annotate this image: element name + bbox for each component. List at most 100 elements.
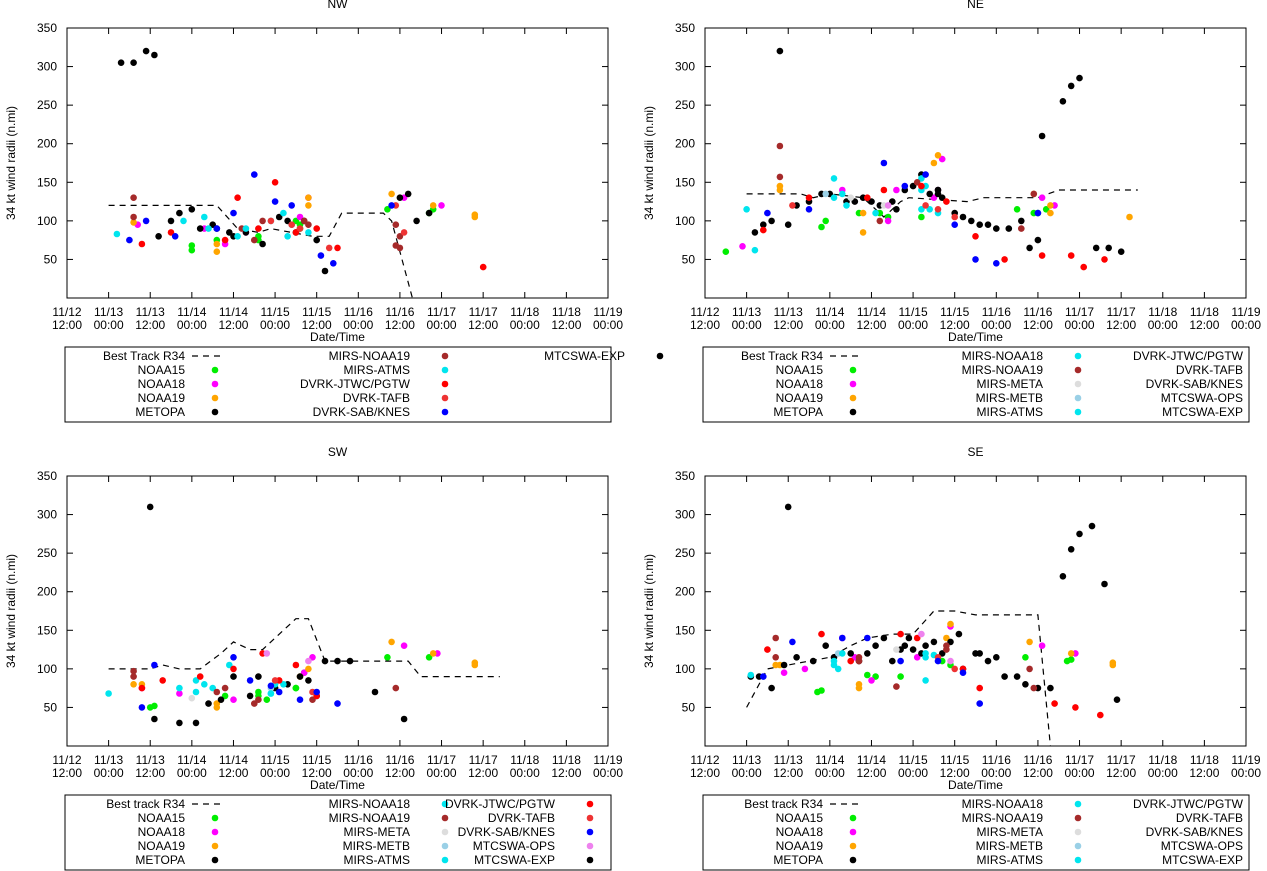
legend-marker	[1074, 408, 1082, 416]
legend-label: DVRK-SAB/KNES	[458, 825, 555, 839]
data-point-metopa	[751, 229, 759, 236]
data-point-dvrk-sab-knes	[934, 657, 942, 665]
x-tick-time: 12:00	[1189, 318, 1219, 332]
data-point-metopa	[305, 677, 312, 684]
data-point-dvrk-sab-knes	[1034, 209, 1042, 217]
data-point-metopa	[151, 715, 158, 723]
data-point-dvrk-jtwc-pgtw	[221, 236, 229, 244]
data-point-metopa	[1067, 82, 1075, 90]
legend-marker	[849, 828, 857, 836]
y-tick-label: 50	[682, 700, 696, 714]
data-point-noaa19	[1109, 659, 1117, 666]
x-tick-date: 11/16	[1023, 753, 1052, 767]
data-point-dvrk-jtwc-pgtw	[1001, 256, 1008, 263]
data-point-metopa	[889, 198, 896, 205]
data-point-noaa15	[722, 248, 730, 255]
legend-label: MIRS-ATMS	[344, 853, 410, 867]
legend-label: DVRK-JTWC/PGTW	[1133, 797, 1244, 811]
y-tick-label: 100	[37, 662, 57, 676]
legend-marker	[656, 352, 664, 360]
data-point-mirs-noaa19	[396, 233, 404, 240]
data-point-metopa	[176, 719, 183, 727]
data-point-dvrk-jtwc-pgtw	[1101, 256, 1108, 263]
x-tick-date: 11/18	[1148, 753, 1177, 767]
y-tick-label: 250	[675, 98, 695, 112]
chart-title: NW	[328, 0, 349, 11]
legend-label: DVRK-JTWC/PGTW	[300, 377, 411, 391]
y-tick-label: 350	[675, 469, 695, 483]
data-point-dvrk-jtwc-pgtw	[1051, 700, 1058, 707]
x-tick-time: 12:00	[940, 766, 970, 780]
legend-box	[702, 794, 1250, 871]
x-tick-time: 12:00	[468, 318, 498, 332]
data-point-dvrk-sab-knes	[251, 171, 258, 178]
data-point-metopa	[1005, 225, 1013, 232]
data-point-dvrk-tafb	[922, 202, 929, 209]
y-tick-label: 300	[37, 60, 57, 74]
legend-label: MTCSWA-EXP	[1162, 405, 1243, 419]
x-tick-time: 12:00	[385, 766, 415, 780]
y-tick-label: 200	[37, 585, 57, 599]
data-point-metopa	[872, 642, 879, 649]
chart-panel-ne: NE5010015020025030035011/1212:0011/1300:…	[642, 0, 1261, 423]
x-axis-label: Date/Time	[310, 330, 365, 344]
legend-label: MIRS-ATMS	[344, 363, 410, 377]
data-point-mirs-atms	[226, 661, 233, 669]
data-point-mirs-noaa18	[743, 206, 750, 213]
x-tick-time: 12:00	[1023, 766, 1053, 780]
data-point-metopa	[1092, 244, 1100, 252]
x-tick-time: 00:00	[732, 318, 762, 332]
data-point-dvrk-sab-knes	[976, 700, 983, 707]
legend-marker	[849, 394, 857, 402]
data-point-mirs-noaa18	[918, 206, 925, 213]
data-point-mirs-atms	[267, 690, 275, 697]
data-point-metopa	[1076, 530, 1083, 538]
data-point-dvrk-jtwc-pgtw	[1067, 252, 1075, 259]
chart-title: SW	[328, 445, 348, 459]
x-tick-date: 11/16	[385, 305, 414, 319]
x-tick-date: 11/12	[690, 753, 719, 767]
data-point-metopa	[784, 221, 792, 228]
legend-label: MTCSWA-EXP	[474, 853, 555, 867]
x-tick-time: 12:00	[1023, 318, 1053, 332]
legend-label: NOAA18	[776, 377, 824, 391]
data-point-mirs-noaa19	[130, 667, 137, 675]
x-tick-date: 11/13	[136, 753, 165, 767]
data-point-noaa19	[471, 211, 479, 218]
legend-label: DVRK-SAB/KNES	[1146, 377, 1243, 391]
data-point-noaa18	[438, 202, 445, 209]
data-point-metopa	[205, 700, 212, 707]
data-point-noaa19	[934, 152, 942, 159]
data-point-dvrk-jtwc-pgtw	[138, 684, 146, 692]
legend-box	[702, 346, 1250, 423]
data-point-noaa19	[943, 634, 950, 642]
data-point-metopa	[930, 638, 938, 646]
data-point-metopa	[905, 634, 913, 642]
data-point-mirs-noaa19	[130, 673, 137, 680]
x-tick-date: 11/16	[1023, 305, 1052, 319]
x-tick-date: 11/12	[52, 305, 81, 319]
x-tick-date: 11/13	[774, 753, 803, 767]
y-axis-label: 34 kt wind radii (n.mi)	[4, 106, 18, 220]
data-point-metopa	[793, 654, 800, 661]
data-point-metopa	[784, 503, 792, 511]
data-point-mirs-noaa19	[876, 217, 884, 225]
data-point-metopa	[880, 634, 888, 642]
x-tick-date: 11/17	[469, 305, 498, 319]
x-tick-date: 11/18	[552, 753, 581, 767]
x-tick-date: 11/15	[302, 305, 331, 319]
data-point-metopa	[217, 696, 225, 703]
data-point-noaa15	[384, 206, 391, 213]
x-tick-time: 00:00	[732, 766, 762, 780]
legend-label: NOAA19	[138, 391, 186, 405]
x-tick-time: 00:00	[343, 766, 373, 780]
x-axis-label: Date/Time	[948, 778, 1003, 792]
legend-label: NOAA18	[138, 377, 186, 391]
data-point-noaa18	[1038, 642, 1046, 649]
data-point-noaa18	[913, 654, 921, 661]
data-point-noaa15	[1042, 206, 1050, 213]
y-tick-label: 250	[37, 546, 57, 560]
plot-frame	[704, 27, 1247, 299]
data-point-dvrk-tafb	[271, 677, 279, 684]
data-point-dvrk-jtwc-pgtw	[334, 244, 341, 252]
